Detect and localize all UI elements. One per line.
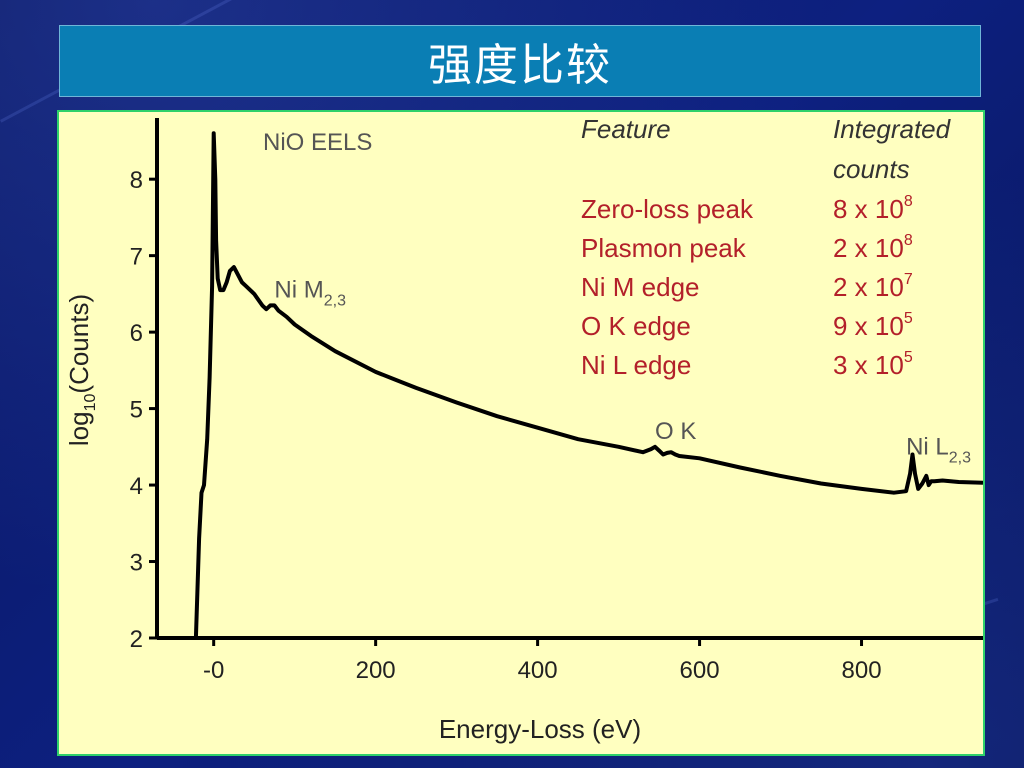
slide-title: 强度比较 (428, 40, 612, 91)
chart-title: NiO EELS (263, 129, 372, 156)
table-header-feature: Feature (581, 114, 671, 144)
x-tick-label: 400 (518, 657, 558, 684)
y-tick-label: 3 (130, 550, 143, 577)
table-count-cell: 8 x 108 (833, 193, 913, 224)
x-tick-label: 800 (842, 657, 882, 684)
peak-annotation: Ni L2,3 (906, 433, 971, 466)
peak-annotation: Ni M2,3 (274, 277, 346, 310)
axes-layer (155, 118, 983, 640)
y-axis-title-sub: 10 (82, 394, 99, 412)
table-count-cell: 2 x 108 (833, 232, 913, 263)
table-feature-cell: Plasmon peak (581, 233, 747, 263)
feature-table: Feature Integrated counts Zero-loss peak 8 x… (581, 114, 952, 380)
x-ticks: -0 200 400 600 800 (203, 638, 882, 684)
y-tick-label: 6 (130, 320, 143, 347)
table-feature-cell: Zero-loss peak (581, 194, 754, 224)
y-tick-label: 2 (130, 626, 143, 653)
table-count-cell: 2 x 107 (833, 271, 913, 302)
y-tick-label: 8 (130, 167, 143, 194)
x-tick-label: -0 (203, 657, 224, 684)
y-tick-label: 5 (130, 397, 143, 424)
y-ticks: 2 3 4 5 6 7 8 (130, 167, 157, 653)
table-count-cell: 9 x 105 (833, 310, 913, 341)
x-axis-title: Energy-Loss (eV) (439, 714, 641, 744)
table-header-counts: Integrated (833, 114, 952, 144)
x-tick-label: 200 (356, 657, 396, 684)
spectrum-line (193, 131, 983, 639)
slide-title-bar: 强度比较 (59, 25, 981, 97)
y-axis-title: log10(Counts) (64, 294, 99, 446)
peak-annotation: O K (655, 418, 696, 445)
peak-annotations: Ni M2,3 O K Ni L2,3 (274, 277, 971, 467)
y-axis-title-end: (Counts) (64, 294, 94, 394)
table-count-cell: 3 x 105 (833, 349, 913, 380)
y-tick-label: 4 (130, 473, 143, 500)
y-axis-title-main: log (64, 411, 94, 446)
x-tick-label: 600 (680, 657, 720, 684)
table-feature-cell: O K edge (581, 311, 691, 341)
table-header-counts: counts (833, 154, 910, 184)
table-feature-cell: Ni M edge (581, 272, 700, 302)
table-feature-cell: Ni L edge (581, 350, 691, 380)
y-tick-label: 7 (130, 244, 143, 271)
